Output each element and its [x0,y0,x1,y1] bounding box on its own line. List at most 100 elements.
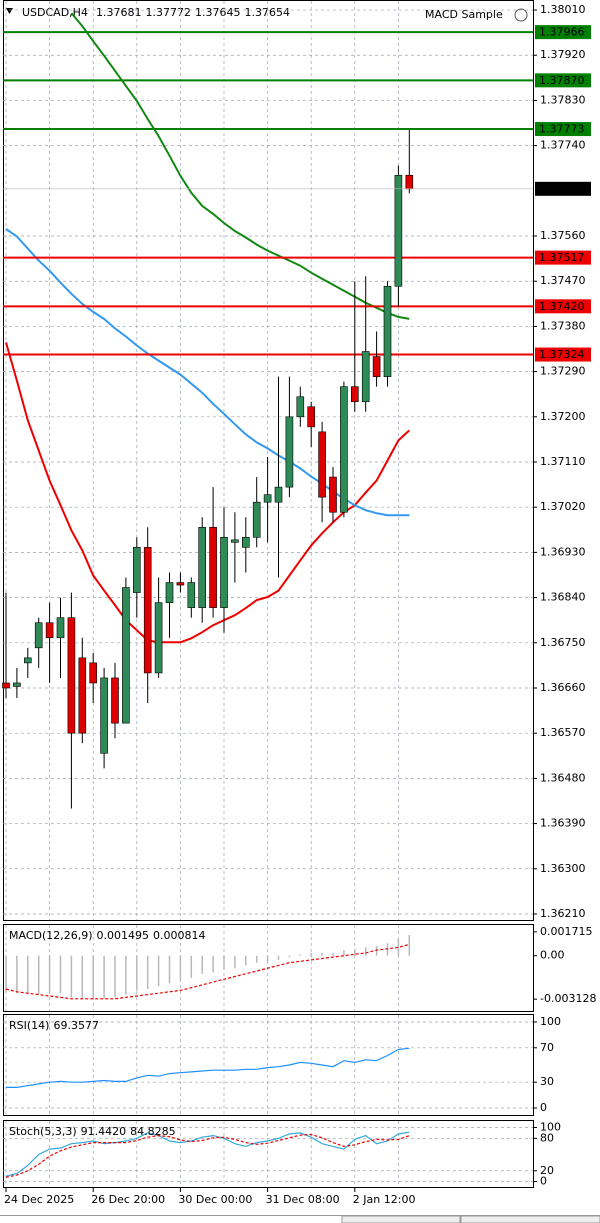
scroll-tab[interactable] [341,1215,461,1223]
y-tick-label: 70 [540,1041,554,1054]
menu-icon[interactable] [6,8,13,14]
level-label: 1.37420 [539,300,585,313]
y-tick-label: -0.003128 [540,992,596,1005]
indicator-name: Stoch(5,3,3) [9,1125,77,1138]
expert-icon[interactable] [514,8,528,22]
candle-body [154,602,163,674]
histogram-bar [114,955,116,998]
level-label: 1.37870 [539,74,585,87]
histogram-bar [266,955,269,962]
expert-name: MACD Sample [425,8,503,21]
y-tick-label: 1.37740 [540,139,586,152]
histogram-bar [70,955,73,998]
level-label: 1.37324 [539,348,585,361]
histogram-bar [408,934,411,956]
histogram-bar [201,955,203,974]
candle-body [198,526,206,608]
y-tick-label: 0 [540,1101,547,1114]
x-tick-label: 31 Dec 08:00 [266,1193,340,1206]
candle-body [383,285,392,377]
histogram-bar [136,955,138,991]
y-tick-label: 1.36930 [540,545,586,558]
indicator-line [5,943,410,1000]
histogram-bar [386,943,389,956]
histogram-bar [299,954,302,956]
indicator-value: 84.8285 [130,1125,176,1138]
low-value: 1.37645 [195,6,241,19]
candle-body [187,582,196,608]
candle-body [45,622,54,639]
histogram-bar [37,955,40,995]
histogram-bar [5,955,7,992]
histogram-bar [321,952,323,956]
candle-body [329,476,337,513]
candle-body [13,682,21,687]
y-tick-label: 1.36480 [540,771,586,784]
histogram-bar [354,948,356,956]
candle-body [318,431,326,498]
candle-body [274,486,283,503]
y-tick-label: 1.37020 [540,500,586,513]
level-label: 1.37966 [539,26,585,39]
histogram-bar [157,955,160,987]
y-tick-label: 1.36300 [540,862,586,875]
candle-body [2,682,10,689]
candle-body [56,617,65,639]
indicator-label: MACD(12,26,9) 0.001495 0.000814 [9,929,206,942]
macd-panel [3,924,534,1012]
chart-header: USDCAD,H4 1.37681 1.37772 1.37645 1.37654 [22,6,290,19]
indicator-value: 69.3577 [53,1019,99,1032]
open-value: 1.37681 [96,6,142,19]
candle-body [209,526,217,608]
candle-body [372,356,381,377]
candle-body [176,582,185,586]
histogram-bar [310,952,312,956]
main-panel [3,0,534,921]
histogram-bar [397,939,400,956]
histogram-bar [190,955,193,978]
y-tick-label: 100 [540,1015,561,1028]
y-tick-label: 100 [540,1120,561,1133]
indicator-name: MACD(12,26,9) [9,929,93,942]
level-label: 1.37517 [539,251,585,264]
y-tick-label: 20 [540,1164,554,1177]
histogram-bar [332,952,334,956]
y-tick-label: 1.36840 [540,591,586,604]
histogram-bar [146,955,149,990]
y-tick-label: 1.37830 [540,93,586,106]
stoch-panel [3,1120,534,1188]
moving-average [70,12,410,320]
histogram-bar [48,955,51,994]
histogram-bar [255,955,258,963]
y-tick-label: 1.37200 [540,410,586,423]
histogram-bar [27,955,29,995]
close-value: 1.37654 [244,6,290,19]
scroll-tab[interactable] [460,1215,600,1223]
candle-body [34,622,43,649]
y-tick-label: 1.36390 [540,817,586,830]
candle-body [285,416,294,488]
level-label-box [535,299,591,314]
candle-body [143,547,152,674]
candle-body [361,351,370,403]
histogram-bar [364,947,367,956]
candle-body [111,677,119,724]
indicator-name: RSI(14) [9,1019,49,1032]
indicator-line [6,1047,410,1088]
candle-body [133,547,141,593]
histogram-bar [212,955,214,973]
y-tick-label: 1.36750 [540,636,586,649]
histogram-bar [168,955,171,984]
candle-body [350,386,359,403]
indicator-value: 91.4420 [81,1125,127,1138]
y-tick-label: 1.37110 [540,455,586,468]
histogram-bar [103,955,105,999]
histogram-bar [375,945,378,956]
high-value: 1.37772 [145,6,191,19]
histogram-bar [81,955,84,999]
histogram-bar [343,950,345,956]
level-label-box [535,347,591,362]
y-tick-label: 1.37380 [540,319,586,332]
candle-body [231,539,239,543]
current-price-box [535,181,591,196]
